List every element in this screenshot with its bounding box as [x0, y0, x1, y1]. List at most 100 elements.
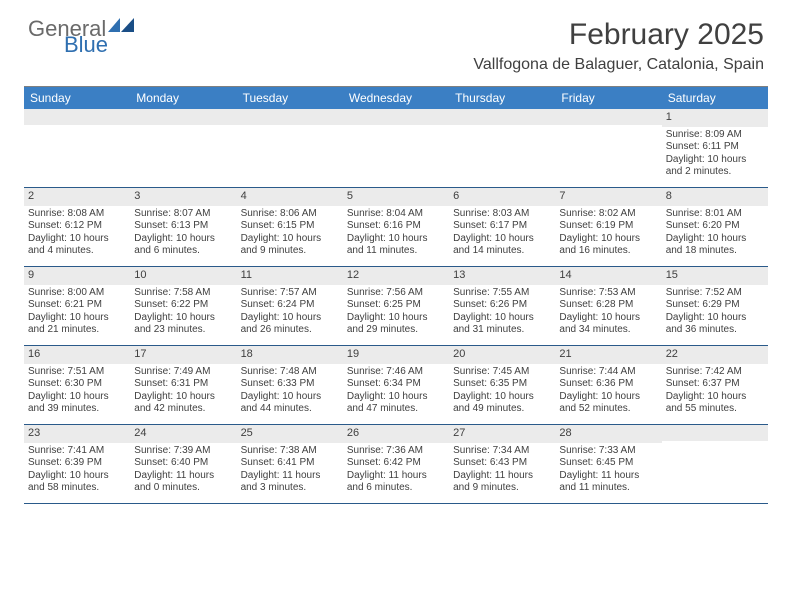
- day-number: [555, 109, 661, 125]
- day-body: Sunrise: 8:06 AMSunset: 6:15 PMDaylight:…: [237, 206, 343, 262]
- day-body: Sunrise: 7:51 AMSunset: 6:30 PMDaylight:…: [24, 364, 130, 420]
- day-cell: 22 Sunrise: 7:42 AMSunset: 6:37 PMDayligh…: [662, 346, 768, 424]
- week-row: 9Sunrise: 8:00 AMSunset: 6:21 PMDaylight…: [24, 267, 768, 346]
- sunset-line: Sunset: 6:37 PM: [666, 378, 764, 391]
- sunset-line: Sunset: 6:24 PM: [241, 299, 339, 312]
- day-cell: 13Sunrise: 7:55 AMSunset: 6:26 PMDayligh…: [449, 267, 555, 345]
- sunset-line: Sunset: 6:45 PM: [559, 457, 657, 470]
- day-number: 9: [24, 267, 130, 285]
- title-block: February 2025 Vallfogona de Balaguer, Ca…: [473, 18, 764, 74]
- sunrise-line: Sunrise: 8:02 AM: [559, 208, 657, 221]
- weekday-header: Friday: [555, 87, 661, 109]
- day-number: 23: [24, 425, 130, 443]
- sunrise-line: Sunrise: 8:06 AM: [241, 208, 339, 221]
- daylight-line: Daylight: 11 hours and 11 minutes.: [559, 470, 657, 495]
- daylight-line: Daylight: 10 hours and 4 minutes.: [28, 233, 126, 258]
- sunrise-line: Sunrise: 7:56 AM: [347, 287, 445, 300]
- day-number: 27: [449, 425, 555, 443]
- sunrise-line: Sunrise: 7:42 AM: [666, 366, 764, 379]
- day-cell: [343, 109, 449, 187]
- day-cell: 28Sunrise: 7:33 AMSunset: 6:45 PMDayligh…: [555, 425, 661, 503]
- day-cell: 27Sunrise: 7:34 AMSunset: 6:43 PMDayligh…: [449, 425, 555, 503]
- day-body: Sunrise: 7:48 AMSunset: 6:33 PMDaylight:…: [237, 364, 343, 420]
- daylight-line: Daylight: 10 hours and 44 minutes.: [241, 391, 339, 416]
- day-body: Sunrise: 7:52 AMSunset: 6:29 PMDaylight:…: [662, 285, 768, 341]
- day-body: Sunrise: 7:38 AMSunset: 6:41 PMDaylight:…: [237, 443, 343, 499]
- day-cell: 19Sunrise: 7:46 AMSunset: 6:34 PMDayligh…: [343, 346, 449, 424]
- day-body: Sunrise: 8:01 AMSunset: 6:20 PMDaylight:…: [662, 206, 768, 262]
- calendar: SundayMondayTuesdayWednesdayThursdayFrid…: [24, 86, 768, 504]
- sunset-line: Sunset: 6:11 PM: [666, 141, 764, 154]
- day-cell: 23Sunrise: 7:41 AMSunset: 6:39 PMDayligh…: [24, 425, 130, 503]
- logo: General Blue: [28, 18, 134, 55]
- day-cell: 14Sunrise: 7:53 AMSunset: 6:28 PMDayligh…: [555, 267, 661, 345]
- day-number: 1: [662, 109, 768, 127]
- sunrise-line: Sunrise: 7:51 AM: [28, 366, 126, 379]
- day-body: Sunrise: 7:36 AMSunset: 6:42 PMDaylight:…: [343, 443, 449, 499]
- week-row: 16Sunrise: 7:51 AMSunset: 6:30 PMDayligh…: [24, 346, 768, 425]
- day-body: Sunrise: 8:02 AMSunset: 6:19 PMDaylight:…: [555, 206, 661, 262]
- daylight-line: Daylight: 10 hours and 47 minutes.: [347, 391, 445, 416]
- sunset-line: Sunset: 6:26 PM: [453, 299, 551, 312]
- weekday-header: Monday: [130, 87, 236, 109]
- daylight-line: Daylight: 10 hours and 55 minutes.: [666, 391, 764, 416]
- day-cell: 5Sunrise: 8:04 AMSunset: 6:16 PMDaylight…: [343, 188, 449, 266]
- sunrise-line: Sunrise: 8:07 AM: [134, 208, 232, 221]
- day-number: [24, 109, 130, 125]
- day-number: 2: [24, 188, 130, 206]
- daylight-line: Daylight: 11 hours and 6 minutes.: [347, 470, 445, 495]
- sunset-line: Sunset: 6:33 PM: [241, 378, 339, 391]
- sunset-line: Sunset: 6:39 PM: [28, 457, 126, 470]
- day-number: 22: [662, 346, 768, 364]
- day-body: Sunrise: 7:55 AMSunset: 6:26 PMDaylight:…: [449, 285, 555, 341]
- sunset-line: Sunset: 6:43 PM: [453, 457, 551, 470]
- sunset-line: Sunset: 6:36 PM: [559, 378, 657, 391]
- day-number: 12: [343, 267, 449, 285]
- sunset-line: Sunset: 6:17 PM: [453, 220, 551, 233]
- daylight-line: Daylight: 10 hours and 36 minutes.: [666, 312, 764, 337]
- day-cell: 2Sunrise: 8:08 AMSunset: 6:12 PMDaylight…: [24, 188, 130, 266]
- day-number: 17: [130, 346, 236, 364]
- day-cell: 18Sunrise: 7:48 AMSunset: 6:33 PMDayligh…: [237, 346, 343, 424]
- day-body: Sunrise: 7:44 AMSunset: 6:36 PMDaylight:…: [555, 364, 661, 420]
- sunset-line: Sunset: 6:19 PM: [559, 220, 657, 233]
- day-cell: 4Sunrise: 8:06 AMSunset: 6:15 PMDaylight…: [237, 188, 343, 266]
- day-body: Sunrise: 7:56 AMSunset: 6:25 PMDaylight:…: [343, 285, 449, 341]
- weekday-header: Wednesday: [343, 87, 449, 109]
- weekday-header: Sunday: [24, 87, 130, 109]
- day-number: 28: [555, 425, 661, 443]
- day-number: 20: [449, 346, 555, 364]
- sunrise-line: Sunrise: 7:55 AM: [453, 287, 551, 300]
- daylight-line: Daylight: 10 hours and 9 minutes.: [241, 233, 339, 258]
- daylight-line: Daylight: 11 hours and 9 minutes.: [453, 470, 551, 495]
- day-cell: 12Sunrise: 7:56 AMSunset: 6:25 PMDayligh…: [343, 267, 449, 345]
- sunrise-line: Sunrise: 7:36 AM: [347, 445, 445, 458]
- sunrise-line: Sunrise: 7:58 AM: [134, 287, 232, 300]
- daylight-line: Daylight: 10 hours and 2 minutes.: [666, 154, 764, 179]
- daylight-line: Daylight: 10 hours and 14 minutes.: [453, 233, 551, 258]
- sunrise-line: Sunrise: 8:09 AM: [666, 129, 764, 142]
- day-number: [130, 109, 236, 125]
- daylight-line: Daylight: 10 hours and 39 minutes.: [28, 391, 126, 416]
- day-cell: 9Sunrise: 8:00 AMSunset: 6:21 PMDaylight…: [24, 267, 130, 345]
- day-body: Sunrise: 7:46 AMSunset: 6:34 PMDaylight:…: [343, 364, 449, 420]
- day-cell: 8Sunrise: 8:01 AMSunset: 6:20 PMDaylight…: [662, 188, 768, 266]
- day-cell: [662, 425, 768, 503]
- day-body: Sunrise: 8:04 AMSunset: 6:16 PMDaylight:…: [343, 206, 449, 262]
- sunset-line: Sunset: 6:41 PM: [241, 457, 339, 470]
- sunset-line: Sunset: 6:30 PM: [28, 378, 126, 391]
- sunrise-line: Sunrise: 7:52 AM: [666, 287, 764, 300]
- day-number: 10: [130, 267, 236, 285]
- day-body: Sunrise: 7:57 AMSunset: 6:24 PMDaylight:…: [237, 285, 343, 341]
- sunset-line: Sunset: 6:29 PM: [666, 299, 764, 312]
- day-number: [662, 425, 768, 441]
- day-cell: 16Sunrise: 7:51 AMSunset: 6:30 PMDayligh…: [24, 346, 130, 424]
- day-cell: 15Sunrise: 7:52 AMSunset: 6:29 PMDayligh…: [662, 267, 768, 345]
- day-cell: 25Sunrise: 7:38 AMSunset: 6:41 PMDayligh…: [237, 425, 343, 503]
- day-cell: [555, 109, 661, 187]
- daylight-line: Daylight: 10 hours and 49 minutes.: [453, 391, 551, 416]
- day-body: Sunrise: 8:03 AMSunset: 6:17 PMDaylight:…: [449, 206, 555, 262]
- daylight-line: Daylight: 10 hours and 29 minutes.: [347, 312, 445, 337]
- day-number: 4: [237, 188, 343, 206]
- day-number: 3: [130, 188, 236, 206]
